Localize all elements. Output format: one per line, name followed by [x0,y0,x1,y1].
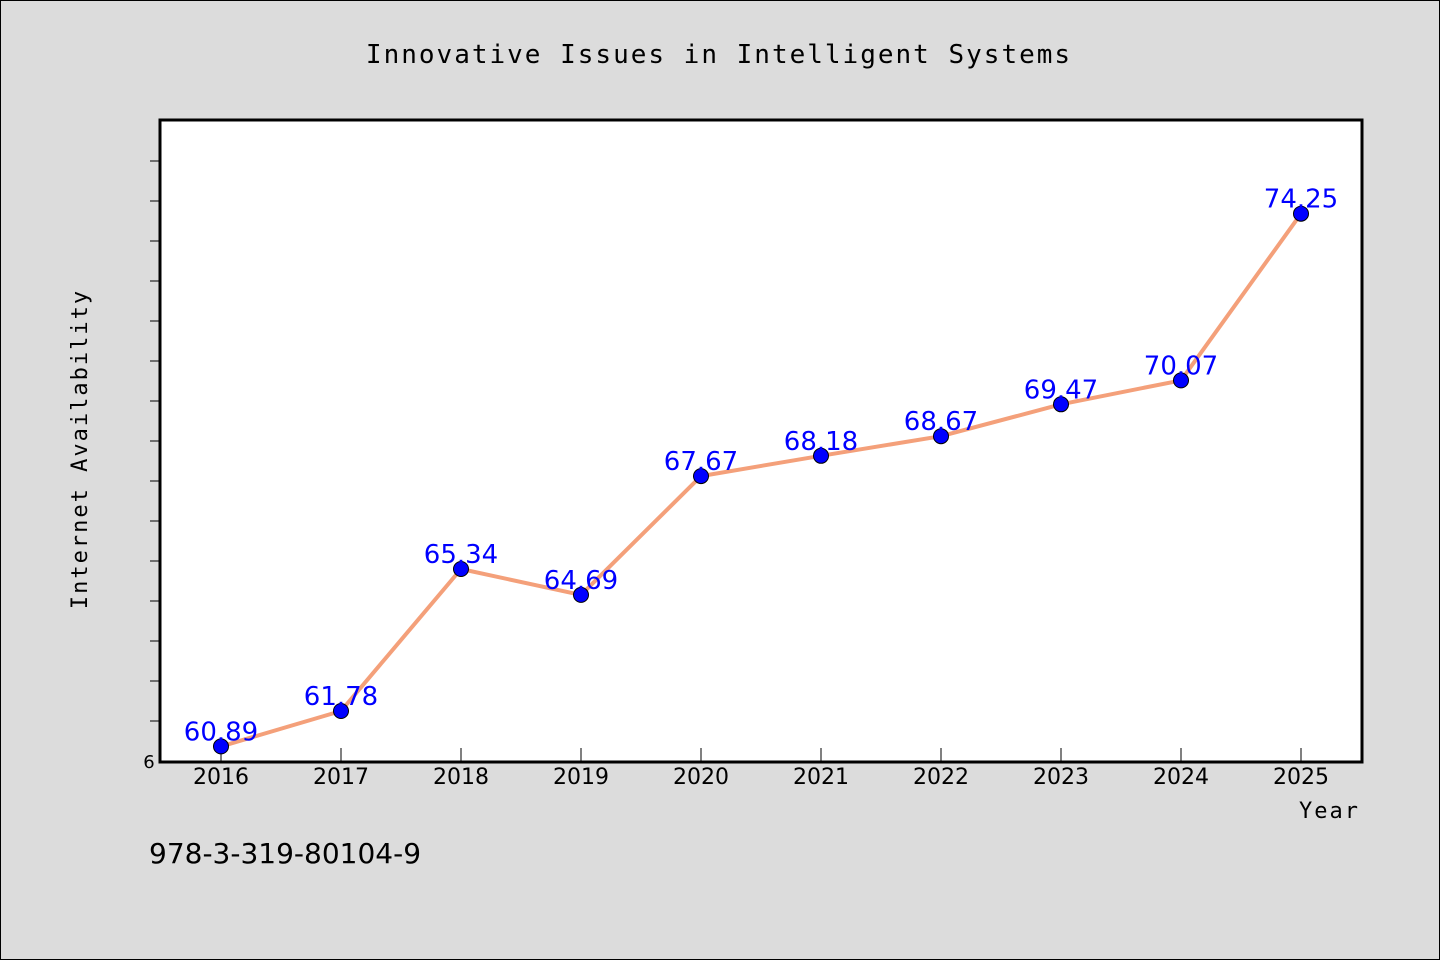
x-tick-label: 2024 [1153,765,1209,790]
x-axis-label: Year [1299,799,1360,824]
data-label: 67.67 [664,447,738,477]
x-tick-label: 2017 [313,765,369,790]
data-point[interactable] [1053,396,1069,413]
data-point[interactable] [333,703,349,719]
data-point[interactable] [813,447,829,464]
data-point[interactable] [213,738,229,755]
data-point[interactable] [933,428,949,445]
x-tick-label: 2023 [1033,765,1089,790]
data-label: 64.69 [544,566,618,596]
x-tick-label: 2018 [433,765,489,790]
series-line [220,212,1303,749]
data-label: 69.47 [1024,375,1098,405]
data-label: 65.34 [424,540,498,570]
data-label: 68.18 [784,427,858,457]
plot-area [158,118,1364,764]
x-tick-label: 2025 [1273,765,1329,790]
x-tick-label: 2021 [793,765,849,790]
y-tick-label: 6 [143,752,154,773]
chart-title: Innovative Issues in Intelligent Systems [366,40,1072,70]
x-axis-ticks: 2016 2017 2018 2019 2020 2021 2022 2023 2024 2025 [193,748,1329,790]
x-tick-label: 2019 [553,765,609,790]
x-tick-label: 2022 [913,765,969,790]
data-point[interactable] [1293,205,1309,222]
data-label: 60.89 [184,717,258,747]
data-point[interactable] [693,468,709,485]
data-label: 68.67 [904,407,978,437]
x-tick-label: 2016 [193,765,249,790]
series-layer [213,205,1309,755]
data-point[interactable] [1173,372,1189,389]
x-tick-label: 2020 [673,765,729,790]
y-axis-ticks: 6 [143,160,160,773]
isbn-footer: 978-3-319-80104-9 [149,837,421,870]
data-point[interactable] [453,561,469,577]
y-axis-label: Internet Availability [68,289,93,609]
data-label: 74.25 [1264,185,1338,215]
data-label: 61.78 [304,682,378,712]
data-labels: 60.89 61.78 65.34 64.69 67.67 68.18 68.67 69.47… [184,185,1338,748]
data-label: 70.07 [1144,351,1218,381]
data-point[interactable] [573,586,589,603]
